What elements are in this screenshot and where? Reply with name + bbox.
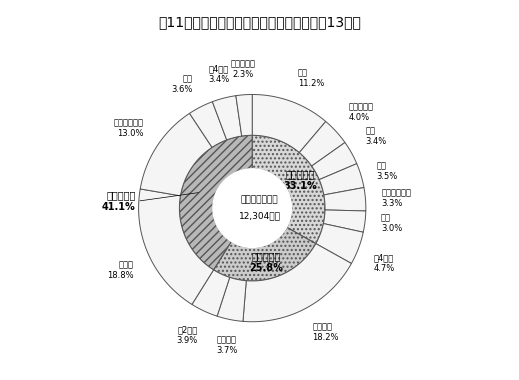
- Text: 出版・印刷
2.3%: 出版・印刷 2.3%: [230, 59, 255, 79]
- Text: 化学
11.2%: 化学 11.2%: [298, 68, 324, 88]
- Polygon shape: [192, 270, 230, 316]
- Text: 他2業種
3.9%: 他2業種 3.9%: [177, 326, 198, 345]
- Polygon shape: [316, 223, 363, 263]
- Text: 食料品
18.8%: 食料品 18.8%: [107, 261, 134, 280]
- Text: 12,304億円: 12,304億円: [239, 212, 280, 221]
- Polygon shape: [214, 227, 316, 281]
- Text: 木材
3.4%: 木材 3.4%: [365, 126, 387, 146]
- Polygon shape: [252, 95, 326, 153]
- Polygon shape: [189, 102, 227, 147]
- Polygon shape: [323, 210, 366, 232]
- Circle shape: [213, 169, 292, 247]
- Text: 窯業・土石
4.0%: 窯業・土石 4.0%: [348, 102, 373, 122]
- Polygon shape: [236, 95, 252, 136]
- Text: 生活関連型
41.1%: 生活関連型 41.1%: [102, 190, 135, 212]
- Text: 製造品出荷額等: 製造品出荷額等: [241, 196, 278, 204]
- Text: 飲料・たばこ
13.0%: 飲料・たばこ 13.0%: [113, 119, 143, 138]
- Polygon shape: [243, 244, 351, 322]
- Polygon shape: [312, 142, 357, 180]
- Polygon shape: [180, 135, 252, 270]
- Text: 基礎素材型
33.1%: 基礎素材型 33.1%: [284, 169, 318, 190]
- Text: 図11　業種別製造品出荷額等構成比（平成13年）: 図11 業種別製造品出荷額等構成比（平成13年）: [158, 15, 361, 29]
- Text: 他4業種
4.7%: 他4業種 4.7%: [374, 253, 395, 273]
- Polygon shape: [217, 277, 247, 321]
- Text: プラスチック
3.3%: プラスチック 3.3%: [381, 188, 412, 208]
- Polygon shape: [324, 187, 366, 211]
- Polygon shape: [319, 164, 364, 195]
- Polygon shape: [212, 96, 242, 140]
- Polygon shape: [140, 113, 212, 196]
- Text: 他4業種
3.4%: 他4業種 3.4%: [208, 65, 229, 84]
- Text: 電気機械
18.2%: 電気機械 18.2%: [312, 323, 339, 342]
- Text: ゴム
3.5%: ゴム 3.5%: [376, 162, 398, 181]
- Text: 一般機械
3.7%: 一般機械 3.7%: [216, 335, 238, 355]
- Text: 金属
3.0%: 金属 3.0%: [381, 214, 402, 233]
- Polygon shape: [299, 122, 345, 166]
- Polygon shape: [139, 189, 214, 304]
- Text: 衣服
3.6%: 衣服 3.6%: [171, 74, 193, 94]
- Polygon shape: [252, 135, 325, 244]
- Text: 加工組立型
25.8%: 加工組立型 25.8%: [249, 252, 283, 273]
